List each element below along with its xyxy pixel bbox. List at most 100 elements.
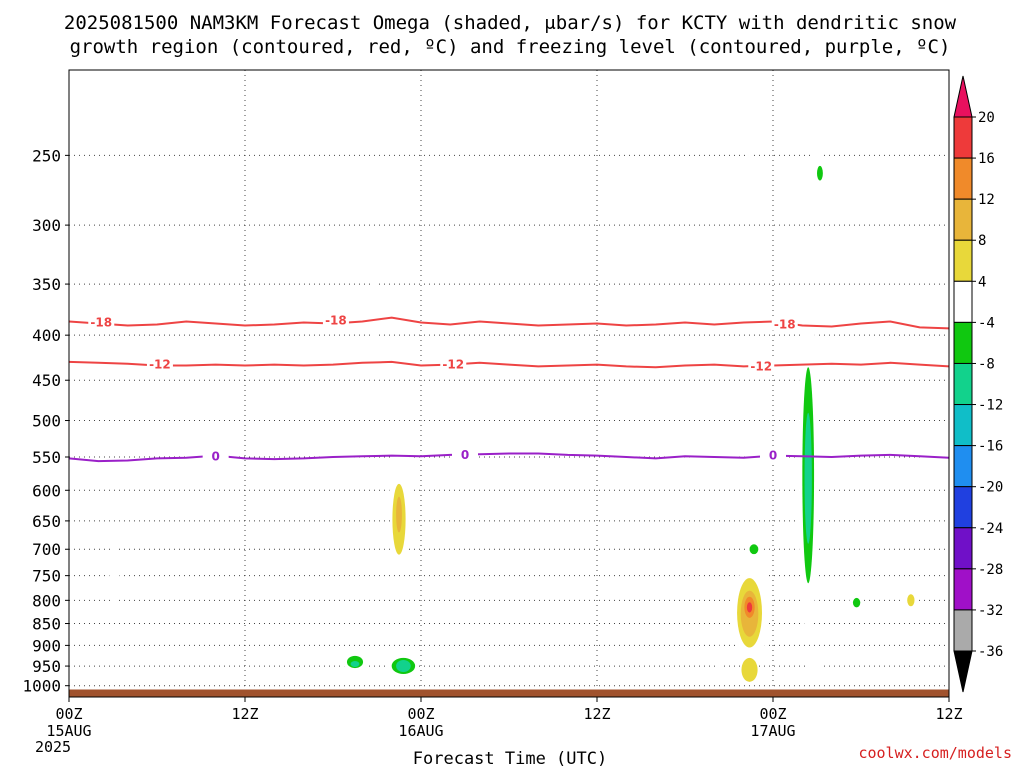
contour-label: 0 bbox=[769, 449, 777, 463]
omega-blob bbox=[396, 496, 402, 533]
omega-blob bbox=[701, 463, 707, 484]
omega-blob bbox=[370, 261, 378, 345]
omega-blob bbox=[396, 659, 411, 673]
x-axis-label: Forecast Time (UTC) bbox=[413, 749, 607, 768]
x-tick-sublabel: 15AUG bbox=[46, 722, 91, 740]
omega-blob bbox=[350, 661, 360, 668]
contour-label-bg bbox=[202, 449, 229, 463]
contour-label-bg bbox=[748, 359, 775, 373]
colorbar-segment bbox=[953, 445, 973, 488]
colorbar-segment bbox=[953, 239, 973, 282]
y-tick-label: 500 bbox=[32, 412, 61, 431]
colorbar-segment bbox=[953, 362, 973, 406]
contour-label-bg bbox=[88, 315, 115, 329]
omega-blob bbox=[786, 246, 792, 276]
y-tick-label: 550 bbox=[32, 448, 61, 467]
colorbar-segment bbox=[953, 527, 973, 570]
contour-label: -12 bbox=[149, 358, 171, 372]
contour-label-bg bbox=[440, 357, 467, 371]
omega-blob bbox=[852, 597, 861, 608]
contour-label-bg bbox=[452, 447, 478, 461]
colorbar-tick-label: -12 bbox=[978, 398, 1003, 414]
contour-label: -12 bbox=[750, 359, 772, 373]
colorbar-tick-label: -24 bbox=[978, 521, 1003, 537]
contour-label-bg bbox=[322, 313, 349, 327]
y-tick-label: 650 bbox=[32, 512, 61, 531]
y-tick-label: 450 bbox=[32, 371, 61, 390]
chart-title-line1: 2025081500 NAM3KM Forecast Omega (shaded… bbox=[64, 12, 957, 34]
plot-frame bbox=[68, 69, 950, 698]
x-tick-label: 12Z bbox=[935, 705, 962, 723]
colorbar-segment bbox=[953, 280, 973, 323]
contours: -18 -18 -18 -12 -12 -12 0 0 0 bbox=[69, 313, 949, 463]
y-tick-label: 400 bbox=[32, 326, 61, 345]
x-tick-sublabel: 17AUG bbox=[750, 722, 795, 740]
x-tick-label: 00Z bbox=[407, 705, 434, 723]
y-tick-label: 600 bbox=[32, 481, 61, 500]
grid-lines bbox=[69, 70, 949, 697]
contour-label-bg bbox=[771, 317, 798, 331]
colorbar-segment bbox=[953, 157, 973, 200]
credit-link[interactable]: coolwx.com/models bbox=[858, 744, 1012, 762]
contour-line bbox=[69, 316, 949, 330]
x-tick-sublabel: 16AUG bbox=[398, 722, 443, 740]
omega-blob bbox=[540, 174, 548, 201]
colorbar-segment bbox=[953, 321, 973, 364]
y-tick-label: 1000 bbox=[22, 677, 61, 696]
colorbar-tick-label: -16 bbox=[978, 439, 1003, 455]
colorbar-bottom-arrow bbox=[953, 650, 973, 693]
contour-label: -18 bbox=[90, 316, 112, 330]
y-tick-label: 800 bbox=[32, 591, 61, 610]
omega-blob bbox=[713, 645, 724, 671]
x-tick-label: 12Z bbox=[231, 705, 258, 723]
y-tick-label: 900 bbox=[32, 636, 61, 655]
omega-blob bbox=[476, 70, 492, 148]
omega-blob bbox=[817, 165, 823, 181]
colorbar-tick-label: -28 bbox=[978, 562, 1003, 578]
omega-blob bbox=[741, 657, 758, 682]
omega-shading bbox=[109, 70, 919, 682]
colorbar-segment bbox=[953, 116, 973, 159]
colorbar-top-arrow bbox=[953, 75, 973, 118]
y-tick-label: 250 bbox=[32, 146, 61, 165]
colorbar-tick-label: -32 bbox=[978, 603, 1003, 619]
omega-blob bbox=[804, 412, 812, 544]
colorbar-segment bbox=[953, 609, 973, 652]
colorbar-tick-label: -20 bbox=[978, 480, 1003, 496]
y-tick-label: 700 bbox=[32, 540, 61, 559]
colorbar-tick-label: 20 bbox=[978, 110, 995, 126]
colorbar-tick-label: -36 bbox=[978, 644, 1003, 660]
y-tick-label: 750 bbox=[32, 567, 61, 586]
ground-surface bbox=[69, 689, 949, 697]
colorbar-segment bbox=[953, 404, 973, 447]
x-tick-label: 00Z bbox=[759, 705, 786, 723]
x-tick-label: 12Z bbox=[583, 705, 610, 723]
omega-blob bbox=[749, 544, 759, 555]
contour-label: 0 bbox=[211, 449, 219, 463]
x-tick-label: 00Z bbox=[55, 705, 82, 723]
y-tick-label: 850 bbox=[32, 615, 61, 634]
y-tick-label: 300 bbox=[32, 216, 61, 235]
y-tick-label: 350 bbox=[32, 275, 61, 294]
colorbar-tick-label: 12 bbox=[978, 192, 995, 208]
contour-label-bg bbox=[760, 448, 786, 462]
colorbar-tick-label: -8 bbox=[978, 356, 995, 372]
year-label: 2025 bbox=[35, 738, 71, 756]
colorbar-segment bbox=[953, 568, 973, 611]
colorbar-tick-label: 8 bbox=[978, 233, 986, 249]
colorbar-tick-label: -4 bbox=[978, 315, 995, 331]
contour-label: -18 bbox=[325, 314, 347, 328]
contour-label: -18 bbox=[774, 317, 796, 331]
colorbar-tick-label: 16 bbox=[978, 151, 995, 167]
ground-layer bbox=[69, 689, 949, 697]
y-axis: 250 300 350 400 450 500 550 600 650 700 750 800 850 9… bbox=[22, 146, 69, 696]
omega-blob bbox=[109, 535, 120, 603]
colorbar: 20 16 12 8 4 -4 -8 -12 -16 -20 -24 -28 -32 -36 bbox=[953, 75, 1003, 693]
y-tick-label: 950 bbox=[32, 657, 61, 676]
omega-blob bbox=[907, 594, 915, 607]
colorbar-segment bbox=[953, 198, 973, 241]
contour-line bbox=[69, 360, 949, 369]
omega-blob bbox=[746, 602, 753, 613]
